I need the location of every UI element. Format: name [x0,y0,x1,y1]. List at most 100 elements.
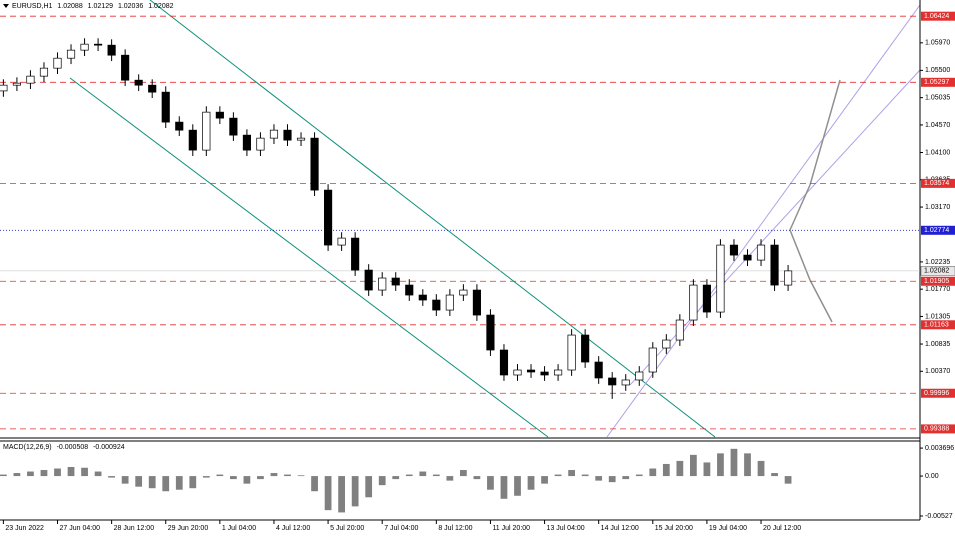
level-label: 1.06424 [924,13,949,20]
candle-body [405,284,414,296]
candle-body [310,137,319,191]
candle-body [351,237,360,271]
histogram-bar [148,476,156,489]
macd-title: MACD(12,26,9) [3,444,52,451]
histogram-bar [324,476,332,511]
current-price-label: 1.02082 [924,268,949,275]
histogram-bar [527,476,535,490]
histogram-bar [365,476,373,498]
candle-body [148,84,157,93]
histogram-bar [460,470,467,477]
y-tick-label: 1.01770 [925,286,950,293]
x-tick-label: 5 Jul 20:00 [330,525,364,532]
level-label-bg [921,225,955,235]
level-label: 1.01163 [924,322,949,329]
macd-value: -0.000508 [57,444,89,451]
candle-body [554,369,563,376]
candle-body [756,244,766,261]
histogram-bar [0,474,7,477]
candle-body [784,270,793,286]
ohlc-value: 1.02082 [148,3,173,10]
level-label-bg [921,388,955,398]
projection-arrow [789,79,841,231]
level-label-bg [921,320,955,330]
histogram-bar [108,476,115,478]
histogram-bar [595,476,603,481]
candle-body [594,361,603,379]
histogram-bar [243,476,251,484]
histogram-bar [554,474,562,477]
histogram-bar [690,454,697,477]
candle-body [621,379,630,386]
x-tick-label: 29 Jun 20:00 [168,525,209,532]
candle-body [66,49,76,59]
candle-body [472,289,481,316]
candle-body [161,91,170,123]
current-price-bg [920,266,955,276]
histogram-bar [662,463,670,477]
candle-body [26,75,35,84]
candle-body [689,284,698,321]
header: EURUSD,H1 1.02088 1.02129 1.02036 1.0208… [12,3,174,10]
level-label: 1.02774 [924,227,949,234]
histogram-bar [730,448,738,477]
x-tick-label: 20 Jul 12:00 [763,525,801,532]
histogram-bar [81,467,88,477]
candle-body [53,57,62,69]
level-label: 1.05297 [924,79,949,86]
candle-body [445,294,454,311]
channel-line [69,77,549,438]
histogram-bar [541,476,548,484]
y-tick-label: 1.01305 [925,313,950,320]
candle-body [540,371,549,376]
candle-body [662,339,671,349]
level-label: 0.99996 [924,390,949,397]
candle-body [635,371,644,381]
histogram-bar [771,473,778,477]
candle-body [364,269,373,291]
candle-body [513,369,522,376]
candle-body [296,137,306,141]
candle-body [486,314,495,351]
histogram-bar [392,476,400,480]
y-tick-label: -0.00527 [925,513,953,520]
histogram-bar [135,476,143,487]
level-label-bg [921,276,955,286]
histogram-bar [351,476,359,507]
histogram-bar [676,460,684,477]
histogram-bar [568,470,575,477]
level-label: 0.99388 [924,426,949,433]
ohlc-value: 1.02088 [57,3,82,10]
menu-icon[interactable] [3,4,9,8]
histogram-bar [608,476,616,483]
histogram-bar [202,476,210,478]
histogram-bar [270,473,278,477]
x-tick-label: 1 Jul 04:00 [222,525,256,532]
candle-body [337,237,346,246]
histogram-bar [446,476,454,481]
y-tick-label: 1.00370 [925,368,950,375]
histogram-bar [500,476,508,499]
histogram-bar [162,476,170,492]
histogram-bar [297,475,305,477]
x-tick-label: 13 Jul 04:00 [547,525,585,532]
histogram-bar [230,476,237,480]
x-tick-label: 7 Jul 04:00 [384,525,418,532]
level-label-bg [921,11,955,21]
y-tick-label: 1.04100 [925,149,950,156]
candle-body [459,289,468,296]
histogram-bar [257,476,264,480]
histogram-bar [175,476,183,490]
histogram-bar [649,468,657,477]
candle-body [581,334,590,363]
candle-body [188,129,197,151]
channel-line [606,4,921,438]
histogram-bar [67,466,75,477]
macd-value: -0.000924 [93,444,125,451]
level-label: 1.03574 [924,180,949,187]
candle-body [648,347,657,373]
candle-body [256,137,265,151]
ohlc-value: 1.02129 [88,3,113,10]
histogram-bar [121,476,129,484]
